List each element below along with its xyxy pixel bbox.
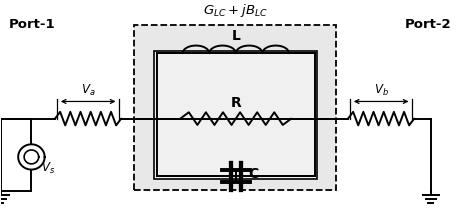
Text: $V_a$: $V_a$ xyxy=(81,83,95,98)
Bar xyxy=(155,51,318,178)
Text: $G_{LC} + jB_{LC}$: $G_{LC} + jB_{LC}$ xyxy=(203,2,267,19)
Text: $V_b$: $V_b$ xyxy=(374,83,389,98)
FancyBboxPatch shape xyxy=(134,25,336,190)
Text: C: C xyxy=(248,167,258,181)
Text: Port-1: Port-1 xyxy=(9,18,56,31)
Text: $V_s$: $V_s$ xyxy=(41,160,55,176)
Text: L: L xyxy=(231,29,240,43)
Text: Port-2: Port-2 xyxy=(405,18,451,31)
Text: R: R xyxy=(230,96,241,110)
